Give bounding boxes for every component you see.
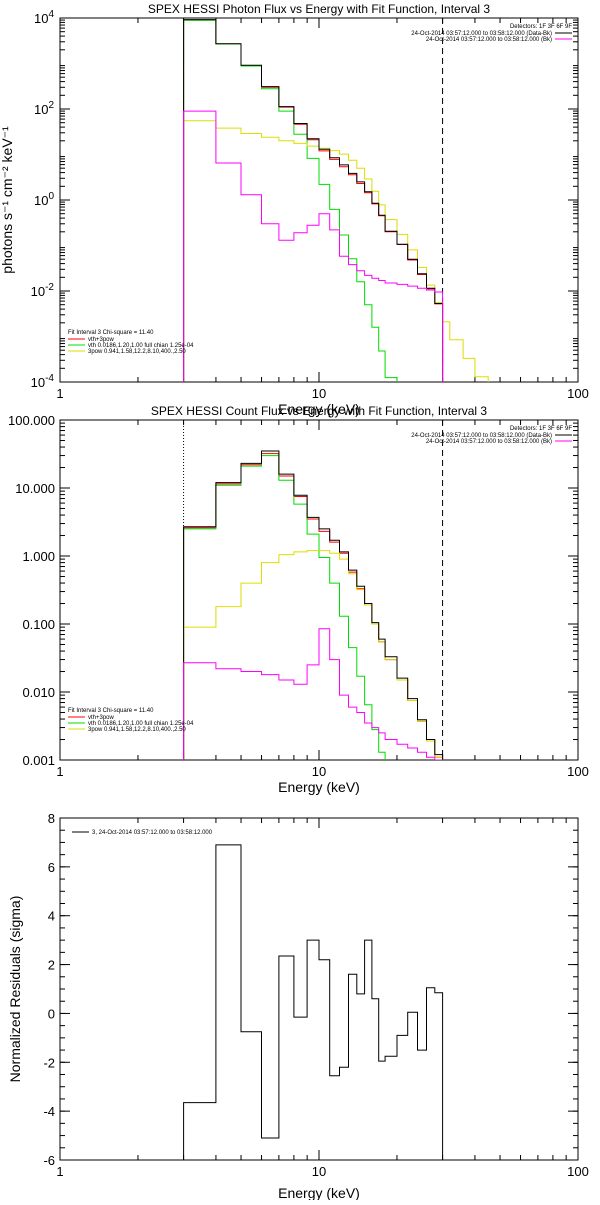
count-series-2 [183, 550, 444, 760]
count-series-4 [183, 628, 443, 760]
x-tick-label: 100 [567, 764, 589, 779]
resid-series-0 [183, 844, 444, 1160]
x-tick-label: 1 [56, 1164, 63, 1179]
photon-x-label: Energy (keV) [278, 401, 360, 417]
y-tick-label: 8 [48, 811, 55, 826]
count-x-axis: 1 10 100 Energy (keV) [56, 420, 589, 795]
photon-series-3 [183, 19, 444, 382]
resid-series-group [183, 844, 444, 1160]
photon-series-4 [183, 110, 444, 382]
y-tick-label: 10-2 [31, 282, 55, 299]
photon-plot-frame [59, 17, 579, 383]
y-tick-label: 0.001 [22, 753, 55, 768]
resid-legend-tl: 3, 24-Oct-2014 03:57:12.000 to 03:58:12.… [72, 830, 213, 836]
legend-header: Detectors: 1F 3F 6F 9F [510, 426, 572, 432]
legend-text: 24-Oct-2014 03:57:12.000 to 03:58:12.000… [411, 31, 552, 37]
y-tick-label: 104 [34, 9, 54, 26]
photon-y-label: photons s⁻¹ cm⁻² keV⁻¹ [0, 126, 15, 274]
resid-y-label: Normalized Residuals (sigma) [7, 896, 23, 1083]
legend-header: Fit Interval 3 Chi-square = 11.40 [68, 708, 154, 714]
legend-header: Fit Interval 3 Chi-square = 11.40 [68, 330, 154, 336]
count-x-label: Energy (keV) [278, 779, 360, 795]
resid-y-axis: -6 -4 -2 0 2 4 6 8 Normalized Residuals (sigma) [7, 811, 578, 1168]
y-tick-label: -4 [43, 1104, 55, 1119]
y-tick-label: -6 [43, 1153, 55, 1168]
x-tick-label: 10 [312, 386, 326, 401]
legend-text: 24-Oct-2014 03:57:12.000 to 03:58:12.000… [411, 433, 552, 439]
count-y-axis: 0.001 0.010 0.100 1.000 10.000 100.000 [8, 413, 578, 768]
x-tick-label: 1 [56, 386, 63, 401]
x-tick-label: 1 [56, 764, 63, 779]
legend-text: vth+3pow [88, 715, 115, 721]
legend-text: vth 0.0186,1.20,1.00 full chian 1.25e-04 [88, 721, 194, 727]
y-tick-label: 6 [48, 860, 55, 875]
photon-series-group [183, 19, 501, 382]
photon-series-2 [183, 120, 501, 382]
legend-header: Detectors: 1F 3F 6F 9F [510, 24, 572, 30]
photon-chart: SPEX HESSI Photon Flux vs Energy with Fi… [0, 2, 589, 417]
photon-y-axis: 10-4 10-2 100 102 104 photons s⁻¹ cm⁻² keV⁻¹ [0, 9, 578, 390]
resid-x-label: Energy (keV) [278, 1185, 360, 1200]
legend-text: vth 0.0186,1.20,1.00 full chian 1.25e-04 [88, 343, 194, 349]
y-tick-label: 2 [48, 958, 55, 973]
photon-x-axis: 1 10 100 Energy (keV) [56, 18, 589, 417]
y-tick-label: 4 [48, 909, 55, 924]
x-tick-label: 10 [312, 764, 326, 779]
count-title: SPEX HESSI Count Flux vs Energy with Fit… [151, 404, 487, 418]
y-tick-label: 10-4 [31, 373, 55, 390]
x-tick-label: 10 [312, 1164, 326, 1179]
x-tick-label: 100 [567, 386, 589, 401]
count-legend-bl: Fit Interval 3 Chi-square = 11.40vth+3po… [68, 708, 194, 733]
photon-title: SPEX HESSI Photon Flux vs Energy with Fi… [148, 2, 490, 16]
y-tick-label: 102 [34, 100, 54, 117]
legend-text: 3pow 0.941,1.58,12.2,8.10,400.,2.50 [88, 727, 186, 733]
legend-text: 3pow 0.941,1.58,12.2,8.10,400.,2.50 [88, 349, 186, 355]
resid-x-axis: 1 10 100 Energy (keV) [56, 818, 589, 1201]
resid-chart: 1 10 100 Energy (keV) -6 -4 -2 0 2 4 6 8 Normalized … [7, 811, 589, 1201]
y-tick-label: -2 [43, 1055, 55, 1070]
x-tick-label: 100 [567, 1164, 589, 1179]
y-tick-label: 100 [34, 191, 54, 208]
legend-text: 24-Oct-2014 03:57:12.000 to 03:58:12.000… [426, 439, 552, 445]
y-tick-label: 10.000 [15, 481, 55, 496]
legend-text: vth+3pow [88, 337, 115, 343]
legend-text: 24-Oct-2014 03:57:12.000 to 03:58:12.000… [426, 37, 552, 43]
y-tick-label: 0.100 [22, 617, 55, 632]
count-series-3 [183, 450, 444, 760]
y-tick-label: 0 [48, 1006, 55, 1021]
resid-plot-frame [59, 817, 579, 1161]
photon-series-1 [183, 19, 409, 382]
y-tick-label: 0.010 [22, 685, 55, 700]
photon-series-0 [183, 19, 444, 382]
photon-legend-bl: Fit Interval 3 Chi-square = 11.40vth+3po… [68, 330, 194, 355]
y-tick-label: 100.000 [8, 413, 55, 428]
y-tick-label: 1.000 [22, 549, 55, 564]
legend-text: 3, 24-Oct-2014 03:57:12.000 to 03:58:12.… [92, 830, 213, 836]
count-chart: SPEX HESSI Count Flux vs Energy with Fit… [8, 404, 589, 795]
count-series-group [183, 450, 444, 760]
